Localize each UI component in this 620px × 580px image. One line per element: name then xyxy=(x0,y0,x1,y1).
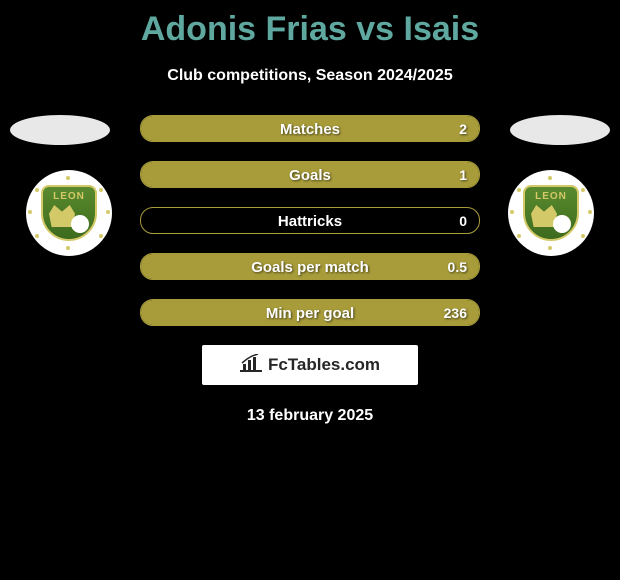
club-badge-right: LEON xyxy=(508,170,594,256)
stat-value-right: 2 xyxy=(459,116,467,142)
bar-chart-icon xyxy=(240,354,262,377)
date-label: 13 february 2025 xyxy=(0,407,620,425)
stat-value-right: 0 xyxy=(459,208,467,234)
stat-bar: Matches2 xyxy=(140,115,480,142)
badge-stars-icon xyxy=(26,170,112,256)
site-attribution[interactable]: FcTables.com xyxy=(202,345,418,385)
comparison-area: LEON LEON xyxy=(0,115,620,425)
club-badge-left: LEON xyxy=(26,170,112,256)
stat-label: Hattricks xyxy=(141,208,479,234)
subtitle: Club competitions, Season 2024/2025 xyxy=(0,67,620,85)
stat-label: Goals per match xyxy=(141,254,479,280)
badge-stars-icon xyxy=(508,170,594,256)
stat-bar: Min per goal236 xyxy=(140,299,480,326)
stat-bar: Goals1 xyxy=(140,161,480,188)
stat-value-right: 0.5 xyxy=(448,254,467,280)
stat-label: Goals xyxy=(141,162,479,188)
stat-value-right: 236 xyxy=(444,300,467,326)
stat-label: Min per goal xyxy=(141,300,479,326)
stat-bar: Hattricks0 xyxy=(140,207,480,234)
stat-value-right: 1 xyxy=(459,162,467,188)
stat-label: Matches xyxy=(141,116,479,142)
page-title: Adonis Frias vs Isais xyxy=(0,0,620,49)
player-photo-left xyxy=(10,115,110,145)
site-label: FcTables.com xyxy=(268,355,380,375)
stat-bar: Goals per match0.5 xyxy=(140,253,480,280)
player-photo-right xyxy=(510,115,610,145)
stats-column: Matches2Goals1Hattricks0Goals per match0… xyxy=(140,115,480,326)
